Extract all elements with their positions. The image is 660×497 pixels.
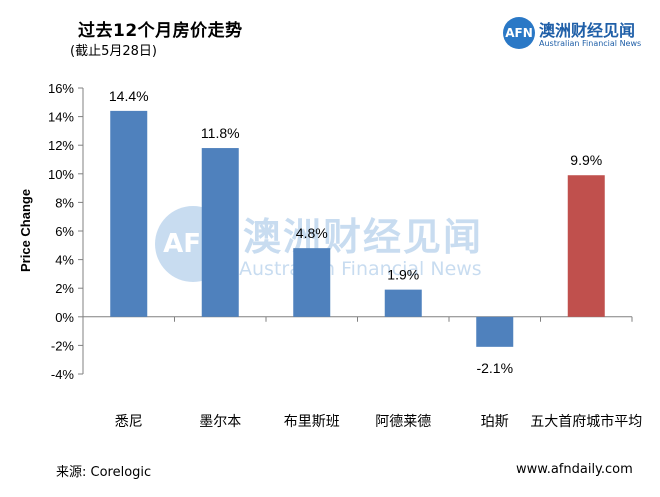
data-label: 9.9% [570, 152, 602, 168]
logo-name-cn: 澳洲财经见闻 [539, 21, 636, 40]
bar [293, 248, 331, 317]
y-tick-label: 14% [48, 110, 74, 125]
y-tick-label: 12% [48, 138, 74, 153]
data-label: -2.1% [476, 360, 513, 376]
y-tick-label: 2% [55, 281, 74, 296]
chart-labels: 14.4% 悉尼 11.8% 墨尔本 4.8% 布里斯班 1.9% 阿德莱德 -2.1% 珀斯 9.… [109, 88, 642, 430]
x-tick-label: 五大首府城市平均 [530, 413, 642, 430]
logo-name-en: Australian Financial News [539, 39, 642, 48]
chart-subtitle: (截止5月28日) [70, 44, 157, 59]
y-tick-label: -4% [51, 367, 75, 382]
source-note: 来源: Corelogic [56, 465, 152, 480]
y-tick-label: 8% [55, 195, 74, 210]
afn-logo: AFN 澳洲财经见闻 Australian Financial News [503, 17, 643, 51]
x-tick-label: 珀斯 [481, 414, 509, 430]
x-tick-label: 墨尔本 [199, 414, 241, 430]
y-tick-label: 6% [55, 224, 74, 239]
y-tick-label: 4% [55, 253, 74, 268]
bar [110, 110, 148, 317]
chart-axes: 16% 14% 12% 10% 8% 6% 4% 2% 0% -2% -4% [48, 81, 633, 382]
x-tick-label: 布里斯班 [284, 414, 340, 430]
y-tick-label: -2% [51, 338, 75, 353]
x-tick-label: 阿德莱德 [375, 414, 431, 430]
y-tick-label: 16% [48, 81, 74, 96]
bar [201, 148, 239, 317]
data-label: 4.8% [296, 225, 328, 241]
bar [567, 175, 605, 317]
data-label: 14.4% [109, 88, 149, 104]
data-label: 11.8% [201, 125, 240, 141]
chart-title: 过去12个月房价走势 [78, 21, 243, 41]
website-url: www.afndaily.com [516, 462, 633, 477]
afn-logo-icon: AFN [503, 17, 535, 49]
chart-bars [110, 110, 605, 347]
y-tick-label: 10% [48, 167, 74, 182]
x-tick-label: 悉尼 [115, 414, 143, 430]
data-label: 1.9% [387, 267, 419, 283]
bar [476, 316, 514, 347]
y-tick-label: 0% [55, 310, 74, 325]
bar [384, 289, 422, 317]
